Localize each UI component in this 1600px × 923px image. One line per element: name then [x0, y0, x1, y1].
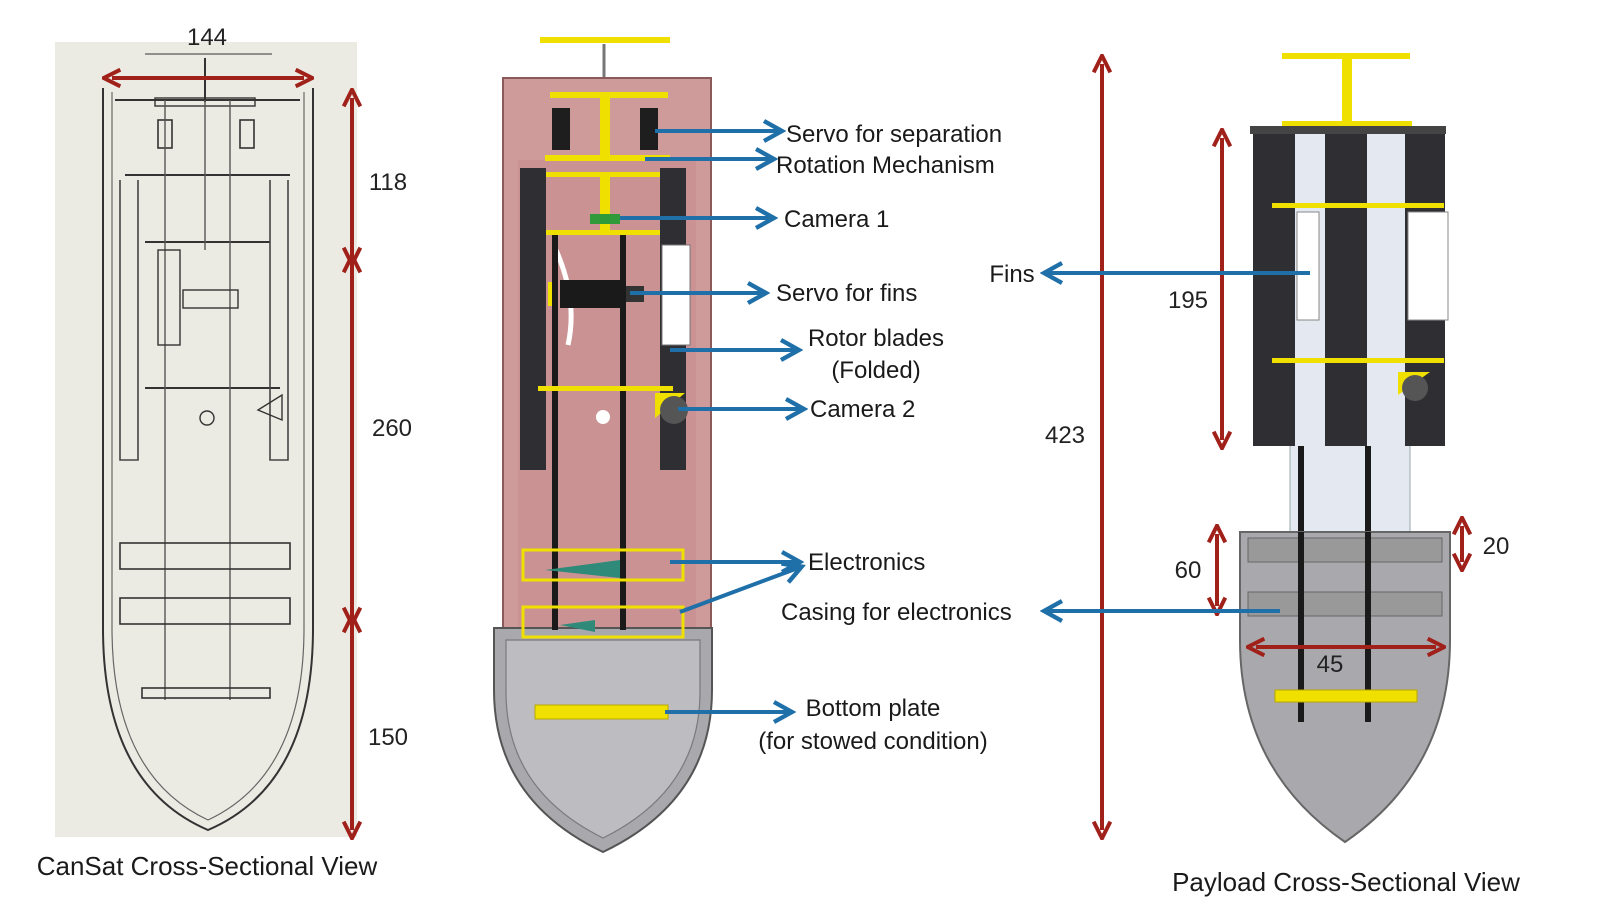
label-servo-separation: Servo for separation [786, 121, 1002, 148]
cansat-line-drawing [55, 42, 357, 837]
label-camera-1: Camera 1 [784, 206, 889, 233]
label-casing-electronics: Casing for electronics [781, 599, 1012, 626]
payload-render [1239, 53, 1451, 844]
cansat-top-label: 118 [369, 169, 407, 196]
fins-length-label: 195 [1168, 287, 1208, 314]
label-bottom-plate: Bottom plate [806, 695, 941, 722]
cansat-width-label: 144 [187, 24, 227, 51]
cansat-mid-label: 260 [372, 415, 412, 442]
payload-total-label: 423 [1045, 422, 1085, 449]
payload-dimensions: 423 195 60 20 45 [1045, 64, 1509, 830]
casing-wall-label: 20 [1483, 533, 1510, 560]
payload-caption: Payload Cross-Sectional View [1172, 867, 1520, 897]
label-fins: Fins [989, 261, 1034, 288]
cansat-caption: CanSat Cross-Sectional View [37, 851, 378, 881]
cansat-height-dimensions: 118 260 150 [352, 98, 412, 830]
label-rotation-mechanism: Rotation Mechanism [776, 152, 995, 179]
label-rotor-folded: (Folded) [831, 357, 920, 384]
label-bottom-stowed: (for stowed condition) [758, 728, 987, 755]
middle-callouts: Servo for separation Rotation Mechanism … [620, 121, 1012, 755]
cansat-render [493, 37, 713, 854]
payload-callouts: Fins [989, 261, 1310, 611]
label-camera-2: Camera 2 [810, 396, 915, 423]
label-servo-fins: Servo for fins [776, 280, 917, 307]
cansat-width-dimension: 144 [112, 24, 304, 78]
label-rotor-blades: Rotor blades [808, 325, 944, 352]
cansat-bottom-label: 150 [368, 724, 408, 751]
label-electronics: Electronics [808, 549, 925, 576]
casing-width-label: 45 [1317, 651, 1344, 678]
casing-height-label: 60 [1175, 557, 1202, 584]
